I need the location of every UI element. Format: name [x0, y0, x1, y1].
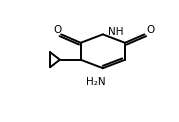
Text: NH: NH	[108, 27, 124, 37]
Text: O: O	[146, 25, 154, 35]
Text: O: O	[53, 25, 61, 35]
Text: H₂N: H₂N	[86, 77, 106, 87]
